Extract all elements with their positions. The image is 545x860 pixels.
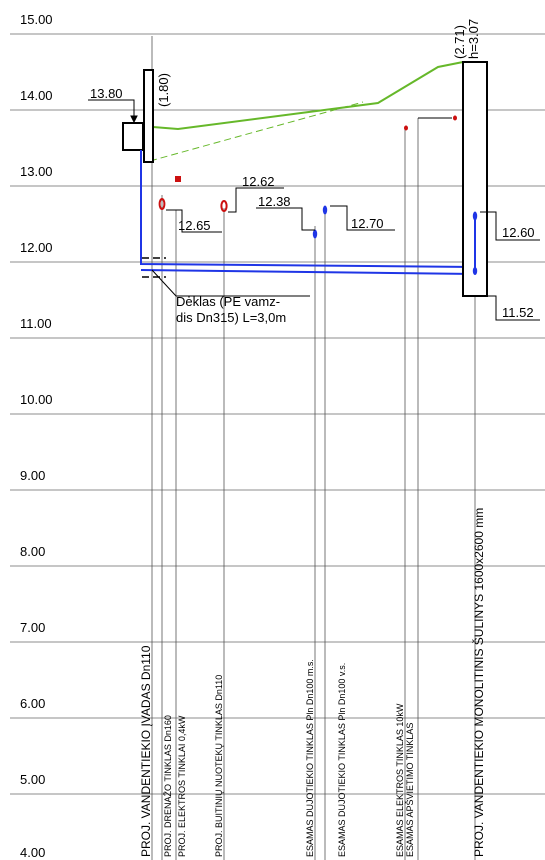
manhole-inlet-marker <box>472 211 478 221</box>
annotation-12-62: 12.62 <box>242 174 275 189</box>
water-pipe-lower <box>140 269 476 275</box>
elevation-label: 4.00 <box>20 845 45 860</box>
cable-marker-red-box <box>175 176 181 182</box>
leader-12-38 <box>256 207 315 231</box>
elevation-label: 5.00 <box>20 772 45 787</box>
annotation-12-65: 12.65 <box>178 218 211 233</box>
utility-reference-lines <box>151 36 476 860</box>
elevation-label: 10.00 <box>20 392 53 407</box>
annotation-deklas-line1: Dėklas (PE vamz- <box>176 294 280 309</box>
elevation-labels: 15.00 14.00 13.00 12.00 11.00 10.00 9.00… <box>20 12 53 860</box>
leader-12-65 <box>166 209 222 233</box>
elevation-label: 12.00 <box>20 240 53 255</box>
annotation-11-52: 11.52 <box>502 305 534 320</box>
cable-marker-red <box>158 198 166 210</box>
label-elektros: PROJ. ELEKTROS TINKLAI 0,4kW <box>177 715 187 857</box>
elevation-grid <box>10 33 545 795</box>
water-pipe-upper <box>140 150 476 268</box>
annotation-12-70: 12.70 <box>351 216 384 231</box>
label-dujos-ms: ESAMAS DUJOTIEKIO TINKLAS Pln Dn100 m.s. <box>305 659 315 857</box>
elevation-label: 14.00 <box>20 88 53 103</box>
gas-marker-ms <box>312 229 318 239</box>
annotation-12-60: 12.60 <box>502 225 535 240</box>
elevation-annotations: 13.80 (1.80) 12.65 12.62 12.38 12.70 12.… <box>90 19 535 325</box>
manhole-bottom-marker <box>472 267 478 275</box>
inlet-riser <box>143 69 154 163</box>
elevation-label: 15.00 <box>20 12 53 27</box>
water-pipe <box>140 150 476 275</box>
elevation-label: 6.00 <box>20 696 45 711</box>
utility-labels: PROJ. VANDENTIEKIO ĮVADAS Dn110 PROJ. DR… <box>139 508 486 857</box>
terrain-design-line <box>149 101 364 162</box>
elevation-label: 7.00 <box>20 620 45 635</box>
label-elektros-10kw: ESAMAS ELEKTROS TINKLAS 10kW <box>395 703 405 857</box>
annotation-sulinio-h: h=3.07 <box>466 19 481 59</box>
annotation-13-80: 13.80 <box>90 86 123 101</box>
leader-13-80-arrow <box>130 115 138 124</box>
leader-12-62 <box>228 187 284 213</box>
gas-marker-vs <box>322 205 328 215</box>
label-apsvietimas: ESAMAS APŠVIETIMO TINKLAS <box>405 723 415 857</box>
leader-lines <box>88 99 540 321</box>
label-sulinys: PROJ. VANDENTIEKIO MONOLITINIS ŠULINYS 1… <box>471 508 486 857</box>
elevation-label: 8.00 <box>20 544 45 559</box>
crossing-markers <box>158 115 478 275</box>
sewer-marker-red <box>220 200 228 212</box>
cable-10kw-marker <box>404 125 408 131</box>
inlet-chamber <box>122 69 154 163</box>
leader-11-52 <box>480 295 540 321</box>
label-vandens-ivadas: PROJ. VANDENTIEKIO ĮVADAS Dn110 <box>139 645 153 857</box>
annotation-12-38: 12.38 <box>258 194 291 209</box>
leader-13-80 <box>88 99 135 120</box>
elevation-label: 11.00 <box>20 316 52 331</box>
terrain-profile <box>149 61 464 162</box>
lighting-marker <box>453 115 457 121</box>
leader-deklas <box>151 269 310 297</box>
label-nuotekos: PROJ. BUITINIŲ NUOTEKŲ TINKLAS Dn110 <box>214 675 224 857</box>
annotation-deklas-line2: dis Dn315) L=3,0m <box>176 310 286 325</box>
leader-12-60 <box>480 211 540 241</box>
elevation-label: 9.00 <box>20 468 45 483</box>
sleeve <box>142 257 166 278</box>
leader-12-70 <box>330 205 395 231</box>
label-dujos-vs: ESAMAS DUJOTIEKIO TINKLAS Pln Dn100 v.s. <box>337 663 347 857</box>
annotation-sulinio-gylis: (2.71) <box>452 25 467 59</box>
elevation-label: 13.00 <box>20 164 53 179</box>
label-drenazas: PROJ. DRENAŽO TINKLAS Dn160 <box>163 715 173 857</box>
annotation-ivado-gylis: (1.80) <box>156 73 171 107</box>
inlet-box <box>122 122 144 151</box>
terrain-line <box>152 61 464 131</box>
